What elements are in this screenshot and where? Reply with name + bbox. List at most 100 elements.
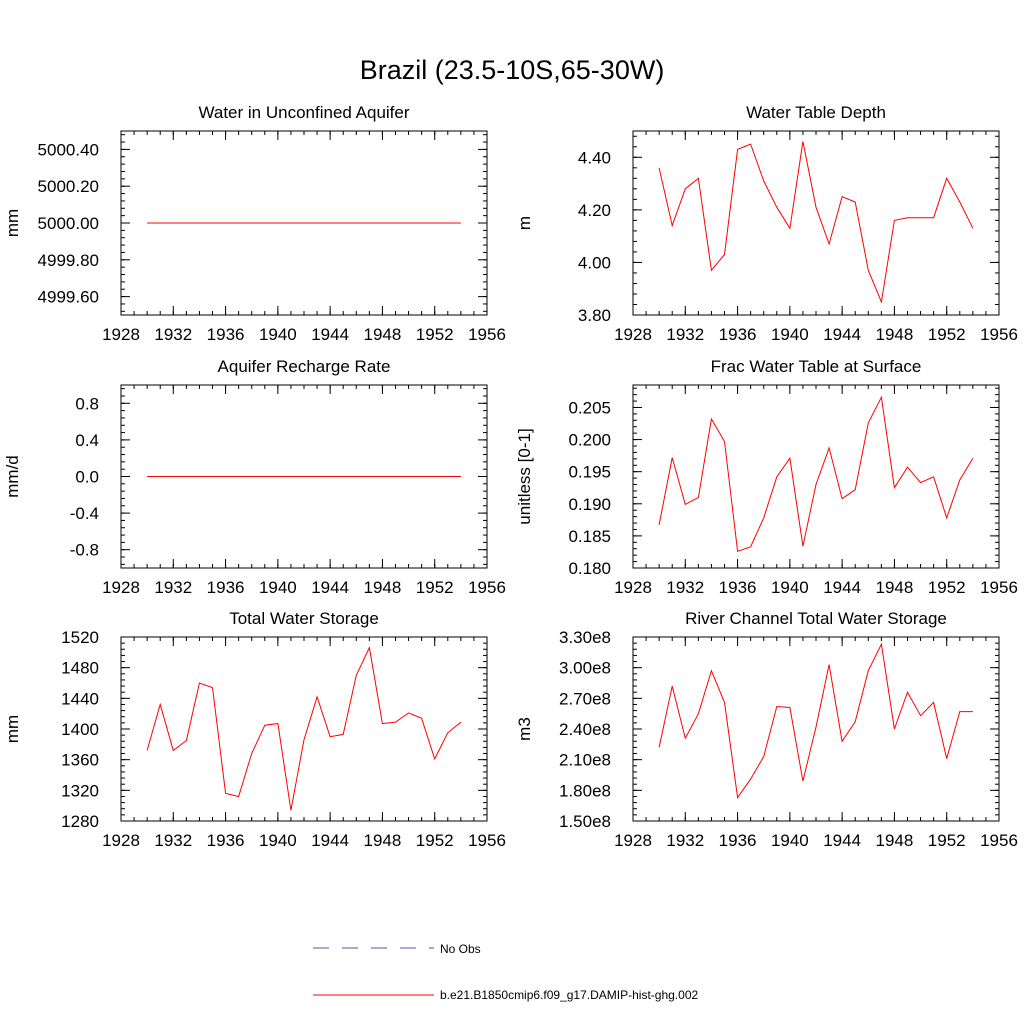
x-tick-label: 1948 (876, 325, 914, 344)
y-tick-label: 1440 (61, 689, 99, 708)
x-tick-label: 1940 (259, 831, 297, 850)
x-tick-label: 1936 (719, 831, 757, 850)
x-tick-label: 1956 (980, 578, 1018, 597)
x-tick-label: 1932 (666, 325, 704, 344)
y-tick-label: -0.8 (70, 541, 99, 560)
y-tick-label: 4999.60 (38, 288, 99, 307)
x-tick-label: 1940 (771, 325, 809, 344)
y-tick-label: 0.4 (75, 431, 99, 450)
y-tick-label: 0.185 (568, 527, 611, 546)
x-tick-label: 1952 (928, 578, 966, 597)
panel-title: River Channel Total Water Storage (685, 609, 947, 628)
y-tick-label: 1400 (61, 720, 99, 739)
y-tick-label: 0.0 (75, 468, 99, 487)
x-tick-label: 1944 (823, 325, 861, 344)
panel-water-in-unconfined-aquifer: Water in Unconfined Aquifer 1928 1932 1936 1… (3, 103, 506, 344)
y-tick-label: 2.70e8 (559, 689, 611, 708)
x-tick-label: 1948 (364, 578, 402, 597)
panel-title: Total Water Storage (229, 609, 379, 628)
y-tick-label: 0.205 (568, 398, 611, 417)
y-tick-label: 4999.80 (38, 251, 99, 270)
x-tick-label: 1932 (154, 831, 192, 850)
x-tick-label: 1936 (207, 831, 245, 850)
x-tick-label: 1932 (154, 325, 192, 344)
y-tick-label: 4.40 (578, 148, 611, 167)
x-tick-label: 1948 (876, 578, 914, 597)
x-tick-label: 1956 (468, 578, 506, 597)
plot-frame (632, 130, 1000, 316)
panel-title: Frac Water Table at Surface (711, 357, 922, 376)
x-tick-label: 1956 (980, 831, 1018, 850)
y-tick-label: 0.200 (568, 431, 611, 450)
y-axis-label: mm/d (3, 455, 22, 498)
panel-total-water-storage: Total Water Storage 1928 1932 1936 1940 1944 1… (3, 609, 506, 850)
panel-title: Aquifer Recharge Rate (218, 357, 391, 376)
y-tick-label: 1280 (61, 812, 99, 831)
y-tick-label: 1480 (61, 659, 99, 678)
x-tick-label: 1936 (719, 578, 757, 597)
page-title: Brazil (23.5-10S,65-30W) (359, 55, 665, 85)
y-axis-label: mm (3, 209, 22, 237)
x-tick-label: 1940 (771, 578, 809, 597)
panel-water-table-depth: Water Table Depth 1928 1932 1936 1940 1944 194… (515, 103, 1018, 344)
x-tick-label: 1948 (876, 831, 914, 850)
y-tick-label: 4.00 (578, 253, 611, 272)
y-tick-label: 0.195 (568, 463, 611, 482)
x-tick-label: 1928 (614, 831, 652, 850)
y-tick-label: 0.180 (568, 559, 611, 578)
y-axis-label: mm (3, 715, 22, 743)
y-tick-label: 3.80 (578, 306, 611, 325)
x-tick-label: 1936 (207, 578, 245, 597)
x-tick-label: 1948 (364, 325, 402, 344)
series-line (658, 395, 974, 552)
y-tick-label: 1.80e8 (559, 781, 611, 800)
x-tick-label: 1928 (102, 831, 140, 850)
y-tick-label: 0.8 (75, 394, 99, 413)
x-tick-label: 1928 (614, 578, 652, 597)
x-tick-label: 1944 (823, 831, 861, 850)
x-tick-label: 1944 (311, 831, 349, 850)
x-tick-label: 1936 (207, 325, 245, 344)
x-tick-label: 1952 (416, 578, 454, 597)
y-tick-label: 5000.40 (38, 140, 99, 159)
x-tick-label: 1952 (928, 325, 966, 344)
x-tick-label: 1956 (468, 831, 506, 850)
series-line (146, 646, 462, 811)
y-tick-label: 0.190 (568, 495, 611, 514)
x-tick-label: 1932 (154, 578, 192, 597)
x-tick-label: 1944 (823, 578, 861, 597)
series-line (658, 141, 974, 304)
y-tick-label: 3.30e8 (559, 628, 611, 647)
y-axis-label: m (515, 216, 534, 230)
panel-title: Water Table Depth (746, 103, 886, 122)
x-tick-label: 1944 (311, 325, 349, 344)
x-tick-label: 1956 (980, 325, 1018, 344)
y-tick-label: 5000.20 (38, 177, 99, 196)
x-tick-label: 1928 (102, 578, 140, 597)
x-tick-label: 1940 (259, 325, 297, 344)
y-axis-label: m3 (515, 717, 534, 741)
y-tick-label: 1.50e8 (559, 812, 611, 831)
y-tick-label: 2.10e8 (559, 751, 611, 770)
y-tick-label: 4.20 (578, 201, 611, 220)
panel-river-channel-total-water-storage: River Channel Total Water Storage 1928 193… (515, 609, 1018, 850)
x-tick-label: 1948 (364, 831, 402, 850)
y-tick-label: 1320 (61, 781, 99, 800)
x-tick-label: 1952 (928, 831, 966, 850)
panel-title: Water in Unconfined Aquifer (198, 103, 409, 122)
x-tick-label: 1928 (614, 325, 652, 344)
x-tick-label: 1932 (666, 831, 704, 850)
x-tick-label: 1940 (259, 578, 297, 597)
y-tick-label: -0.4 (70, 504, 99, 523)
plot-frame (632, 384, 1000, 569)
panel-aquifer-recharge-rate: Aquifer Recharge Rate 1928 1932 1936 1940 194… (3, 357, 506, 597)
x-tick-label: 1944 (311, 578, 349, 597)
y-tick-label: 1520 (61, 628, 99, 647)
series-line (658, 642, 973, 799)
y-tick-label: 3.00e8 (559, 659, 611, 678)
x-tick-label: 1952 (416, 325, 454, 344)
y-tick-label: 2.40e8 (559, 720, 611, 739)
x-tick-label: 1956 (468, 325, 506, 344)
